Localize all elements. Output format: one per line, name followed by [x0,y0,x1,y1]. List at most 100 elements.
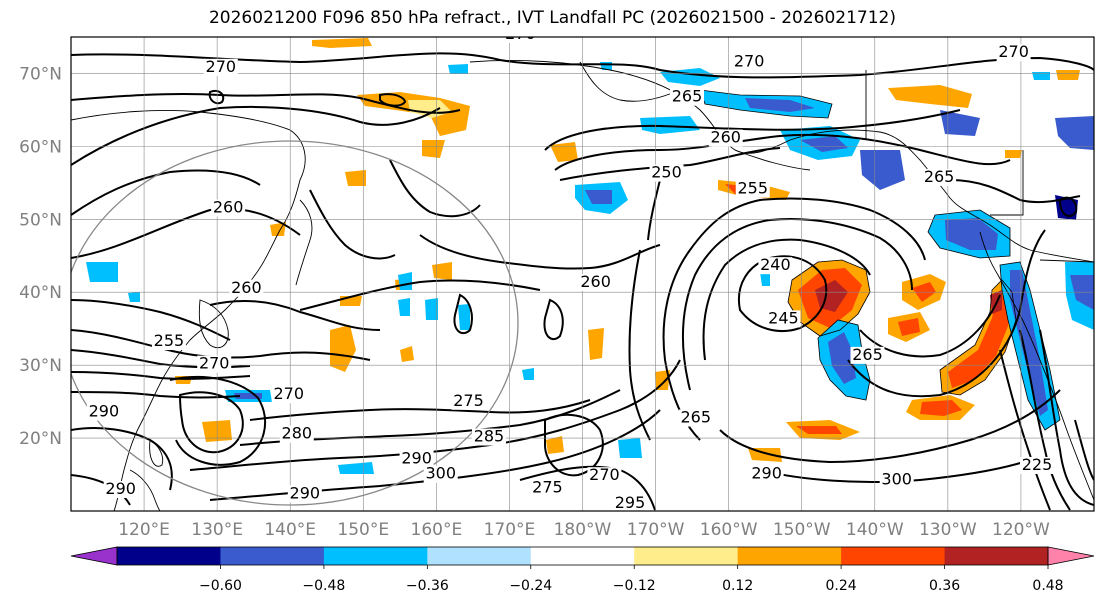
contour-label-bg [103,481,138,499]
map-title: 2026021200 F096 850 hPa refract., IVT La… [208,8,896,28]
contour-label: 295 [615,493,646,512]
contour-label: 280 [282,424,313,443]
colorbar-extend-max [1047,546,1095,566]
contour-label: 300 [881,470,912,489]
colorbar-cell [323,547,428,565]
lon-label: 130°E [191,520,243,540]
contour-label: 265 [924,167,955,186]
contour-label: 270 [206,57,237,76]
colorbar-tick-label: 0.24 [826,578,857,594]
contour-label-bg [197,355,232,373]
contour-label-bg [86,403,121,421]
colorbar-cell [944,547,1049,565]
positive-shading [175,38,1080,462]
contour-label: 290 [290,483,321,502]
contour-label-bg [766,310,801,328]
contour-label: 270 [273,384,304,403]
lat-label: 20°N [19,429,62,449]
contour-labels: 270 270 270 270 265 260 250 255 265 260 260 240 245 2… [86,24,1055,512]
colorbar-ticks: −0.60 −0.48 −0.36 −0.24 −0.12 0.12 0.24 0.36 0.4… [199,565,1064,594]
contour-label-bg [758,257,793,275]
colorbar-cell [220,547,325,565]
contour-label: 265 [680,408,711,427]
contour-label: 255 [737,179,768,198]
contour-label-bg [587,467,622,485]
contour-label: 250 [651,163,682,182]
lon-label: 120°E [118,520,170,540]
contour-label: 255 [154,331,185,350]
contour-label: 260 [580,272,611,291]
contour-label: 290 [105,479,136,498]
great-circle-overlay [71,140,519,506]
lon-label: 150°W [773,520,831,540]
contour-label: 270 [505,24,536,43]
map-frame [70,36,1095,512]
contour-label: 285 [474,427,505,446]
colorbar-tick-label: −0.48 [302,578,345,594]
lon-label: 180°W [554,520,612,540]
colorbar-extend-min [70,546,118,566]
lon-label: 140°W [846,520,904,540]
lon-label: 140°E [264,520,316,540]
colorbar-tick-label: −0.36 [406,578,449,594]
contour-label-bg [229,279,264,297]
colorbar-cell [737,547,842,565]
contour-label: 270 [199,354,230,373]
contour-label-bg [451,392,486,410]
contour-label-bg [503,37,538,43]
contour-label-bg [669,88,704,106]
colorbar-cell [427,547,532,565]
colorbar-tick-label: −0.60 [199,578,242,594]
contour-label-bg [735,180,770,198]
contour-label: 300 [425,464,456,483]
colorbar-frame [116,546,1049,566]
contour-label-bg [708,129,743,147]
lat-label: 40°N [19,283,62,303]
contour-label-bg [578,273,613,291]
colorbar-tick-label: −0.24 [509,578,552,594]
colorbar-cell [634,547,739,565]
contour-label-bg [922,168,957,186]
contour-label-bg [203,58,238,76]
colorbar-cell [530,547,635,565]
colorbar-tick-label: −0.12 [613,578,656,594]
contour-label: 265 [852,345,883,364]
lat-label: 70°N [19,64,62,84]
lon-label: 130°W [919,520,977,540]
negative-shading [86,62,1094,474]
lon-label: 160°W [700,520,758,540]
contour-lines [71,52,1094,511]
contour-label: 260 [213,198,244,217]
contour-label: 270 [734,52,765,71]
contour-label: 275 [532,478,563,497]
contour-label-bg [749,465,784,483]
contour-label-bg [612,494,647,511]
contour-label-bg [649,164,684,182]
colorbar-cells [70,546,1095,566]
contour-label-bg [678,409,713,427]
contour-label: 270 [998,42,1029,61]
contour-label: 245 [768,308,799,327]
map-panel[interactable]: 270 270 270 270 265 260 250 255 265 260 260 240 245 2… [62,24,1094,512]
graticule [71,37,1094,511]
lat-label: 30°N [19,356,62,376]
lon-label: 150°E [337,520,389,540]
contour-label: 260 [231,278,262,297]
contour-label-bg [850,346,885,364]
contour-label-bg [271,386,306,404]
contour-label: 225 [1022,455,1053,474]
contour-label: 260 [710,128,741,147]
lon-label: 170°W [627,520,685,540]
contour-label: 290 [401,448,432,467]
colorbar: −0.60 −0.48 −0.36 −0.24 −0.12 0.12 0.24 0.36 0.4… [70,546,1095,594]
contour-label-bg [399,450,434,468]
contour-label-bg [732,53,767,71]
contour-label: 270 [589,465,620,484]
contour-label-bg [151,333,186,351]
contour-label-bg [530,479,565,497]
contour-label: 265 [672,87,703,106]
contour-label-bg [211,199,246,217]
contour-label-bg [287,485,322,503]
lon-label: 170°E [484,520,536,540]
